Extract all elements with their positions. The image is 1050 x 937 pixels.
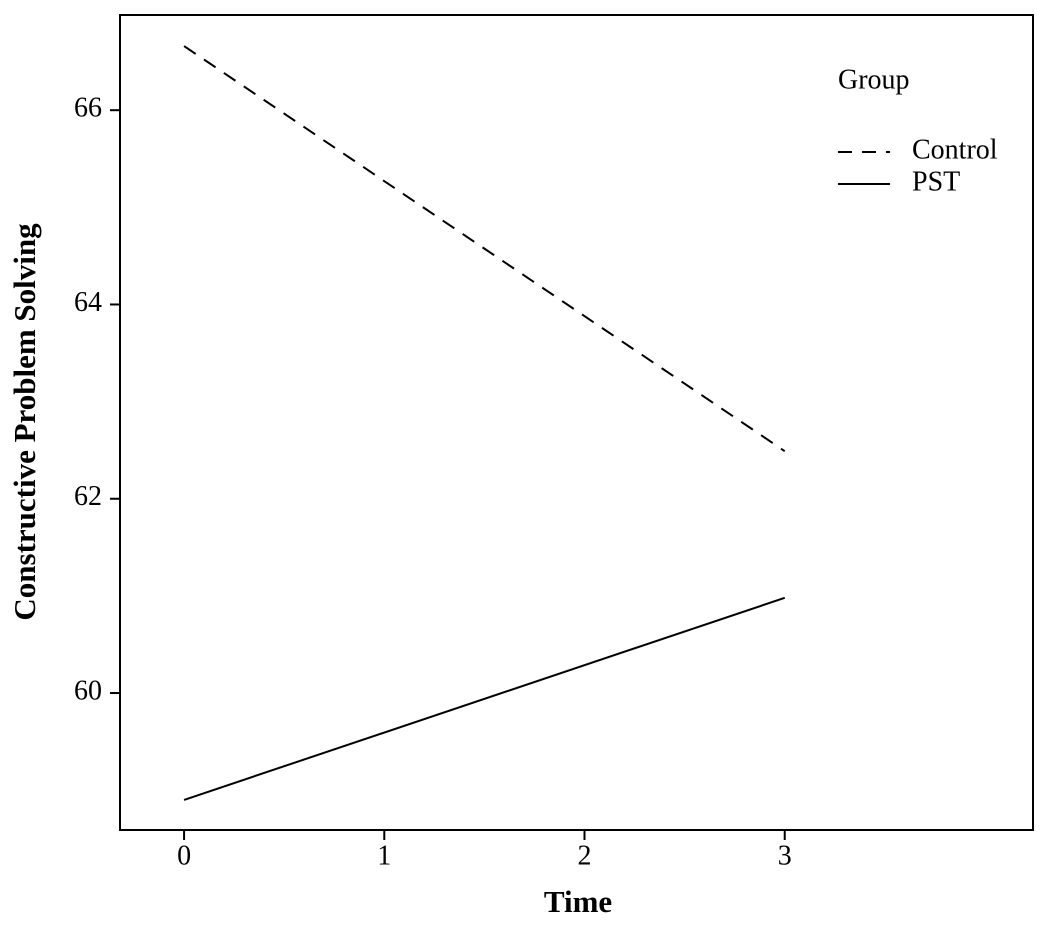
x-axis-title: Time xyxy=(544,884,612,919)
y-tick-label: 62 xyxy=(74,481,102,512)
legend-label: PST xyxy=(912,166,960,197)
y-axis-title: Constructive Problem Solving xyxy=(7,223,42,621)
y-tick-label: 60 xyxy=(74,675,102,706)
x-tick-label: 2 xyxy=(578,840,592,871)
y-tick-label: 64 xyxy=(74,287,102,318)
series-line xyxy=(183,596,786,801)
plot-frame xyxy=(119,14,1034,831)
series-line xyxy=(183,45,786,452)
y-tick-label: 66 xyxy=(74,93,102,124)
legend-label: Control xyxy=(912,134,998,165)
x-tick-label: 1 xyxy=(377,840,391,871)
legend-title: Group xyxy=(838,64,910,95)
x-tick-label: 0 xyxy=(177,840,191,871)
x-tick-label: 3 xyxy=(778,840,792,871)
